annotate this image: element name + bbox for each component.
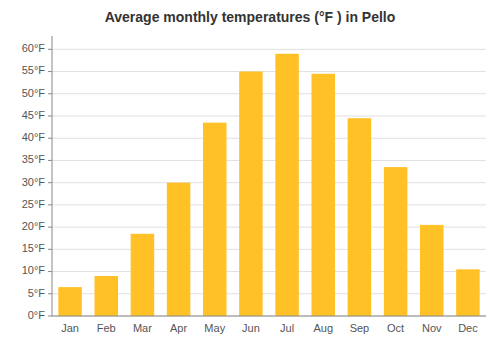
background [0, 0, 500, 350]
y-tick [48, 271, 52, 272]
y-tick [48, 204, 52, 205]
y-tick [48, 93, 52, 94]
grid-line [52, 160, 486, 161]
x-tick-label: Dec [458, 322, 478, 334]
bar [167, 183, 191, 316]
bar [311, 74, 335, 316]
bar [58, 287, 82, 316]
y-tick [48, 49, 52, 50]
grid-line [52, 138, 486, 139]
bar [131, 234, 155, 316]
y-tick-label: 45°F [22, 109, 46, 121]
bar [275, 54, 299, 316]
x-tick-label: Feb [97, 322, 116, 334]
y-tick-label: 55°F [22, 64, 46, 76]
x-tick-label: Nov [422, 322, 442, 334]
grid-line [52, 182, 486, 183]
y-tick-label: 10°F [22, 264, 46, 276]
y-tick-label: 15°F [22, 242, 46, 254]
x-tick-label: Apr [170, 322, 187, 334]
y-tick-label: 35°F [22, 153, 46, 165]
y-axis-line [52, 36, 53, 316]
grid-line [52, 93, 486, 94]
y-tick-label: 5°F [28, 287, 46, 299]
x-tick-label: Aug [313, 322, 333, 334]
x-tick-label: May [204, 322, 225, 334]
y-tick [48, 182, 52, 183]
x-tick-label: Oct [387, 322, 404, 334]
grid-line [52, 71, 486, 72]
y-tick-label: 20°F [22, 220, 46, 232]
y-tick [48, 316, 52, 317]
y-tick [48, 138, 52, 139]
y-tick-label: 60°F [22, 42, 46, 54]
x-ticks: Jan Feb Mar Apr May Jun Jul Aug Sep Oct Nov Dec [61, 322, 478, 334]
x-tick-label: Mar [133, 322, 152, 334]
y-tick [48, 227, 52, 228]
y-tick [48, 160, 52, 161]
grid-line [52, 316, 486, 317]
x-tick-label: Jan [61, 322, 79, 334]
chart: 0°F 5°F 10°F 15°F 20°F 25°F 30°F 35°F 40°F 45°F 50… [0, 0, 500, 350]
y-tick-label: 25°F [22, 198, 46, 210]
bar [420, 225, 444, 316]
x-axis-line [52, 316, 486, 317]
grid-line [52, 116, 486, 117]
x-tick-label: Sep [350, 322, 370, 334]
bar [203, 123, 227, 316]
bar [384, 167, 408, 316]
x-tick-label: Jul [280, 322, 294, 334]
y-tick-label: 40°F [22, 131, 46, 143]
grid [52, 49, 486, 316]
y-ticks: 0°F 5°F 10°F 15°F 20°F 25°F 30°F 35°F 40°F 45°F 50… [22, 42, 52, 321]
bar [348, 118, 372, 316]
y-tick [48, 71, 52, 72]
bar [94, 276, 118, 316]
y-tick [48, 293, 52, 294]
y-tick-label: 0°F [28, 309, 46, 321]
x-tick-label: Jun [242, 322, 260, 334]
bar [456, 269, 480, 316]
y-tick [48, 116, 52, 117]
y-tick [48, 249, 52, 250]
y-tick-label: 30°F [22, 176, 46, 188]
grid-line [52, 204, 486, 205]
title: Average monthly temperatures (°F ) in Pe… [105, 9, 396, 25]
bars [58, 54, 479, 316]
grid-line [52, 49, 486, 50]
y-tick-label: 50°F [22, 87, 46, 99]
bar [239, 72, 263, 316]
